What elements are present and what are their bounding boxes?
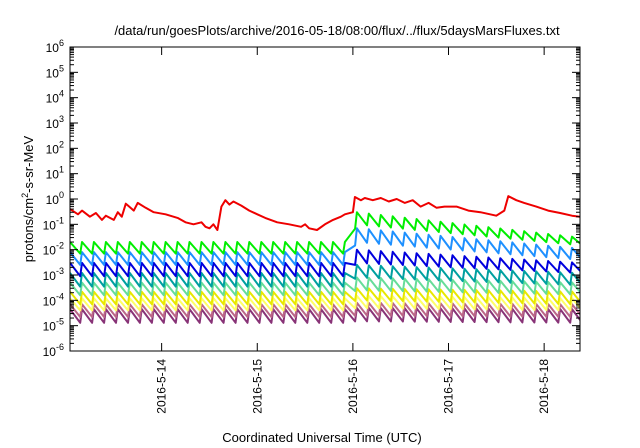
y-tick-label: 102	[46, 139, 64, 156]
series-line	[70, 287, 580, 306]
y-tick-label: 10-3	[43, 266, 64, 283]
y-tick-label: 104	[46, 89, 64, 106]
y-tick-label: 10-5	[43, 317, 64, 334]
x-tick-label: 2016-5-14	[155, 359, 169, 414]
y-tick-label: 106	[46, 38, 64, 55]
series-group	[70, 195, 580, 324]
x-tick-label: 2016-5-16	[346, 359, 360, 414]
series-line	[70, 276, 580, 297]
y-tick-label: 101	[46, 165, 64, 182]
x-tick-label: 2016-5-18	[537, 359, 551, 414]
y-axis-label-group: protons/cm2-s-sr-MeV	[20, 135, 36, 262]
y-axis-label: protons/cm2-s-sr-MeV	[20, 135, 36, 262]
series-line	[70, 263, 580, 288]
y-tick-label: 103	[46, 114, 64, 131]
y-tick-label: 10-1	[43, 215, 64, 232]
y-tick-label: 100	[46, 190, 64, 207]
y-tick-label: 10-6	[43, 342, 64, 359]
x-ticks: 2016-5-14 2016-5-15 2016-5-16 2016-5-17 2016…	[155, 47, 551, 414]
x-tick-label: 2016-5-17	[442, 359, 456, 414]
y-tick-label: 10-2	[43, 241, 64, 258]
y-ticks: 106 105 104 103 102 101 100 10-1 10-2 10-3 10-4 10-…	[43, 38, 580, 359]
x-axis-label: Coordinated Universal Time (UTC)	[222, 430, 421, 445]
y-tick-label: 105	[46, 63, 64, 80]
series-line	[70, 227, 580, 266]
chart-title: /data/run/goesPlots/archive/2016-05-18/0…	[114, 23, 560, 38]
series-line	[70, 248, 580, 278]
series-line	[70, 195, 580, 231]
y-tick-label: 10-4	[43, 291, 64, 308]
x-tick-label: 2016-5-15	[250, 359, 264, 414]
series-line	[70, 211, 580, 255]
